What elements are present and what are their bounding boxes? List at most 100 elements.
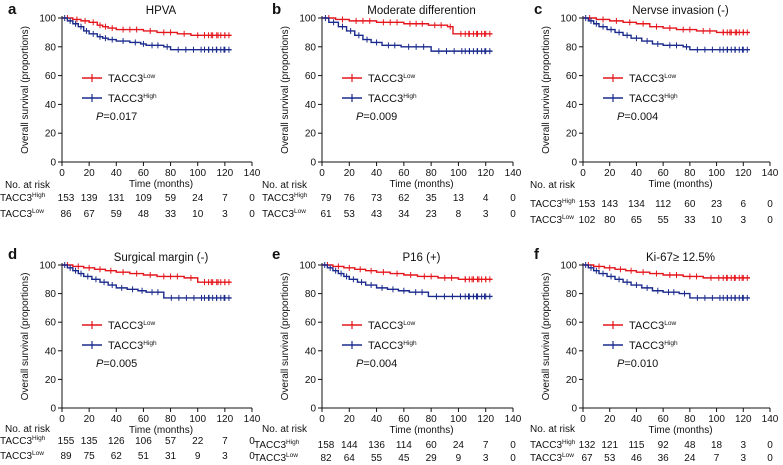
risk-row-label-base: TACC3	[254, 453, 286, 464]
legend-label-low: TACC3Low	[629, 73, 676, 85]
x-tick-label: 40	[631, 168, 643, 179]
x-tick-label: 20	[344, 414, 356, 425]
risk-row-label-base: TACC3	[530, 215, 562, 226]
y-tick-label: 0	[571, 404, 577, 415]
x-tick-label: 40	[111, 168, 123, 179]
x-tick-label: 20	[344, 168, 356, 179]
legend-label-high-base: TACC3	[629, 340, 664, 352]
risk-value: 7	[714, 453, 720, 464]
risk-value: 65	[631, 215, 643, 226]
panel-letter: c	[534, 1, 542, 18]
y-tick-label: 40	[45, 100, 57, 111]
risk-value: 3	[483, 453, 489, 464]
risk-value: 7	[222, 193, 228, 204]
risk-value: 33	[684, 215, 696, 226]
chart-title: P16 (+)	[402, 252, 440, 264]
x-tick-label: 80	[426, 414, 438, 425]
risk-value: 106	[135, 436, 152, 447]
risk-row-label-base: TACC3	[262, 209, 294, 220]
y-tick-label: 40	[566, 346, 578, 357]
risk-value: 46	[631, 453, 643, 464]
risk-value: 53	[344, 209, 356, 220]
panel-letter: d	[8, 246, 17, 263]
km-curve-high	[322, 17, 493, 52]
risk-row-label-base: TACC3	[530, 440, 562, 451]
legend-label-low-base: TACC3	[108, 320, 143, 332]
y-axis-label: Overall survival (proportions)	[280, 273, 291, 401]
p-symbol: P	[356, 358, 364, 370]
x-tick-label: 60	[138, 414, 150, 425]
p-symbol: P	[617, 358, 625, 370]
risk-value: 51	[138, 451, 150, 462]
risk-value: 7	[483, 440, 489, 451]
y-tick-label: 100	[39, 261, 56, 272]
risk-value: 60	[426, 440, 438, 451]
panel-letter: b	[272, 1, 281, 18]
risk-value: 43	[371, 209, 383, 220]
risk-value: 155	[58, 436, 75, 447]
risk-value: 6	[741, 199, 747, 210]
x-axis-label: Time (months)	[648, 179, 712, 190]
risk-value: 3	[741, 215, 747, 226]
x-axis-label: Time (months)	[648, 425, 712, 436]
risk-value: 153	[58, 193, 75, 204]
x-tick-label: 120	[217, 168, 234, 179]
risk-value: 33	[165, 209, 177, 220]
y-tick-label: 100	[299, 14, 316, 25]
y-tick-label: 20	[45, 375, 57, 386]
p-number: =0.004	[363, 358, 397, 370]
risk-value: 24	[684, 453, 696, 464]
x-tick-label: 80	[684, 168, 696, 179]
p-value: P=0.004	[617, 111, 658, 123]
y-tick-label: 40	[305, 346, 317, 357]
risk-value: 73	[371, 193, 383, 204]
risk-value: 135	[81, 436, 98, 447]
risk-value: 4	[483, 193, 489, 204]
km-curve-high	[583, 17, 750, 51]
risk-value: 62	[111, 451, 123, 462]
y-tick-label: 20	[45, 129, 57, 140]
x-tick-label: 100	[450, 168, 467, 179]
risk-value: 112	[655, 199, 671, 210]
risk-row-label: TACC3High	[0, 435, 46, 447]
legend-label-low-sup: Low	[664, 73, 676, 80]
risk-value: 114	[396, 440, 412, 451]
chart-panel-d: d Surgical margin (-) 0 20 40 60 80 100 0 20 40 60 8…	[0, 246, 261, 462]
y-tick-label: 20	[566, 129, 578, 140]
y-axis-label: Overall survival (proportions)	[20, 26, 31, 154]
x-tick-label: 80	[426, 168, 438, 179]
risk-row-label: TACC3Low	[0, 450, 44, 462]
risk-value: 79	[320, 193, 332, 204]
risk-value: 24	[192, 193, 204, 204]
y-axis-label: Overall survival (proportions)	[280, 26, 291, 154]
x-tick-label: 40	[111, 414, 123, 425]
risk-value: 75	[84, 451, 96, 462]
y-tick-label: 40	[45, 346, 57, 357]
y-tick-label: 60	[305, 71, 317, 82]
km-curve-low	[322, 264, 493, 280]
legend-label-low-base: TACC3	[629, 73, 664, 85]
risk-value: 67	[581, 453, 593, 464]
x-tick-label: 120	[735, 168, 752, 179]
risk-value: 29	[426, 453, 438, 464]
km-curve-high	[322, 264, 493, 298]
y-tick-label: 40	[305, 100, 317, 111]
risk-value: 0	[249, 451, 255, 462]
panel-letter: a	[8, 1, 17, 18]
risk-row-label-sup: Low	[562, 214, 574, 221]
risk-header: No. at risk	[5, 424, 51, 435]
x-tick-label: 0	[59, 414, 65, 425]
y-tick-label: 60	[305, 318, 317, 329]
risk-row-label-sup: High	[32, 192, 46, 199]
risk-value: 0	[249, 193, 255, 204]
risk-row-label-sup: Low	[294, 208, 306, 215]
risk-value: 0	[767, 215, 773, 226]
risk-value: 59	[111, 209, 123, 220]
km-curve-low	[583, 17, 750, 34]
risk-value: 61	[320, 209, 332, 220]
chart-title: HPVA	[146, 5, 177, 17]
legend-label-high-base: TACC3	[108, 93, 143, 105]
legend-label-high-base: TACC3	[629, 93, 664, 105]
y-tick-label: 0	[310, 158, 316, 169]
